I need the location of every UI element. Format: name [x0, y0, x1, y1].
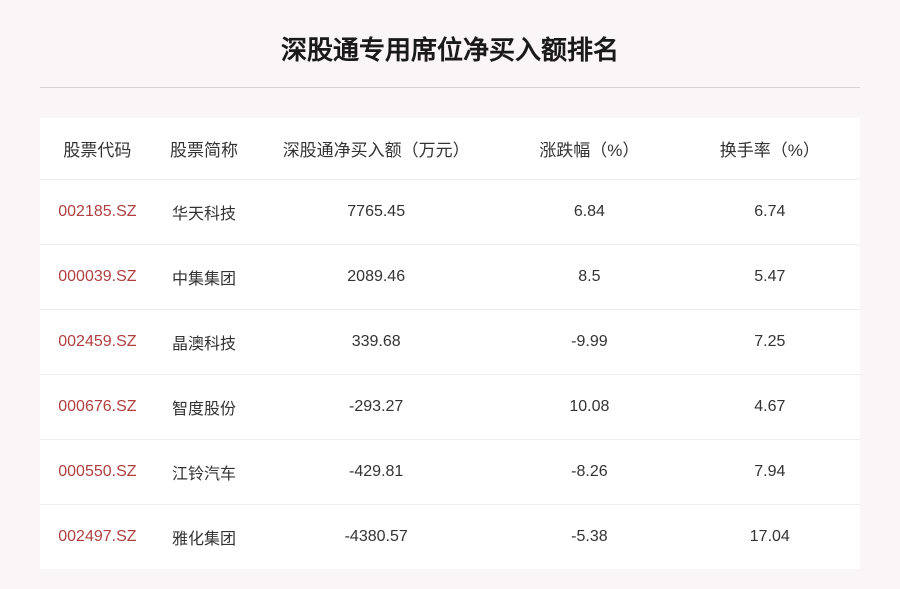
cell-name: 中集集团 [155, 245, 253, 310]
cell-code: 000676.SZ [40, 375, 155, 440]
table-body: 002185.SZ 华天科技 7765.45 6.84 6.74 000039.… [40, 180, 860, 570]
cell-turnover: 5.47 [680, 245, 860, 310]
cell-code: 002185.SZ [40, 180, 155, 245]
table-row: 002497.SZ 雅化集团 -4380.57 -5.38 17.04 [40, 505, 860, 570]
cell-netbuy: 339.68 [253, 310, 499, 375]
ranking-table: 股票代码 股票简称 深股通净买入额（万元） 涨跌幅（%） 换手率（%） 0021… [40, 118, 860, 569]
table-row: 000676.SZ 智度股份 -293.27 10.08 4.67 [40, 375, 860, 440]
cell-name: 华天科技 [155, 180, 253, 245]
cell-netbuy: 7765.45 [253, 180, 499, 245]
page-title: 深股通专用席位净买入额排名 [40, 20, 860, 87]
cell-turnover: 7.25 [680, 310, 860, 375]
col-header-change: 涨跌幅（%） [499, 118, 679, 180]
col-header-turnover: 换手率（%） [680, 118, 860, 180]
cell-code: 002459.SZ [40, 310, 155, 375]
cell-netbuy: -4380.57 [253, 505, 499, 570]
page-container: 深股通专用席位净买入额排名 股票代码 股票简称 深股通净买入额（万元） 涨跌幅（… [0, 0, 900, 589]
title-divider [40, 87, 860, 88]
cell-turnover: 6.74 [680, 180, 860, 245]
cell-code: 000550.SZ [40, 440, 155, 505]
cell-change: 8.5 [499, 245, 679, 310]
cell-netbuy: -293.27 [253, 375, 499, 440]
col-header-netbuy: 深股通净买入额（万元） [253, 118, 499, 180]
cell-change: -8.26 [499, 440, 679, 505]
cell-name: 智度股份 [155, 375, 253, 440]
cell-name: 晶澳科技 [155, 310, 253, 375]
table-row: 002185.SZ 华天科技 7765.45 6.84 6.74 [40, 180, 860, 245]
table-row: 002459.SZ 晶澳科技 339.68 -9.99 7.25 [40, 310, 860, 375]
cell-name: 江铃汽车 [155, 440, 253, 505]
cell-change: 6.84 [499, 180, 679, 245]
col-header-code: 股票代码 [40, 118, 155, 180]
col-header-name: 股票简称 [155, 118, 253, 180]
cell-turnover: 4.67 [680, 375, 860, 440]
cell-netbuy: -429.81 [253, 440, 499, 505]
table-header-row: 股票代码 股票简称 深股通净买入额（万元） 涨跌幅（%） 换手率（%） [40, 118, 860, 180]
cell-change: -9.99 [499, 310, 679, 375]
cell-name: 雅化集团 [155, 505, 253, 570]
table-row: 000039.SZ 中集集团 2089.46 8.5 5.47 [40, 245, 860, 310]
cell-change: -5.38 [499, 505, 679, 570]
cell-turnover: 7.94 [680, 440, 860, 505]
cell-change: 10.08 [499, 375, 679, 440]
cell-netbuy: 2089.46 [253, 245, 499, 310]
cell-code: 002497.SZ [40, 505, 155, 570]
cell-code: 000039.SZ [40, 245, 155, 310]
table-row: 000550.SZ 江铃汽车 -429.81 -8.26 7.94 [40, 440, 860, 505]
cell-turnover: 17.04 [680, 505, 860, 570]
